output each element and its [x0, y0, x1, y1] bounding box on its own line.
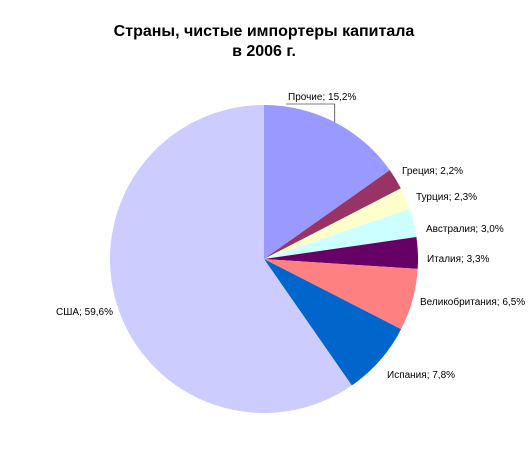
pie-slice — [264, 170, 401, 259]
leader-line — [286, 103, 336, 123]
pie-slice — [110, 105, 352, 413]
pie-slice — [264, 259, 402, 386]
slice-label: Турция; 2,3% — [416, 192, 477, 203]
slice-label: Прочие; 15,2% — [288, 92, 356, 103]
pie-slices — [110, 105, 419, 413]
slice-labels: Прочие; 15,2% Греция; 2,2% Турция; 2,3% Авс… — [56, 92, 525, 381]
slice-label: Италия; 3,3% — [427, 254, 490, 265]
leader-lines — [286, 103, 336, 123]
pie-slice — [264, 237, 419, 269]
slice-label: Великобритания; 6,5% — [420, 296, 525, 308]
pie-slice — [264, 259, 418, 330]
pie-slice — [264, 188, 410, 259]
chart-title-line-2: в 2006 г. — [232, 43, 296, 60]
slice-label: США; 59,6% — [56, 307, 113, 318]
chart-title: Страны, чистые импортеры капитала в 2006… — [0, 22, 528, 62]
chart-title-line-1: Страны, чистые импортеры капитала — [113, 23, 415, 40]
slice-label: Испания; 7,8% — [387, 370, 455, 381]
slice-label: Греция; 2,2% — [402, 166, 463, 177]
pie-slice — [264, 208, 417, 259]
pie-slice — [264, 105, 390, 259]
slice-label: Австралия; 3,0% — [426, 224, 504, 235]
